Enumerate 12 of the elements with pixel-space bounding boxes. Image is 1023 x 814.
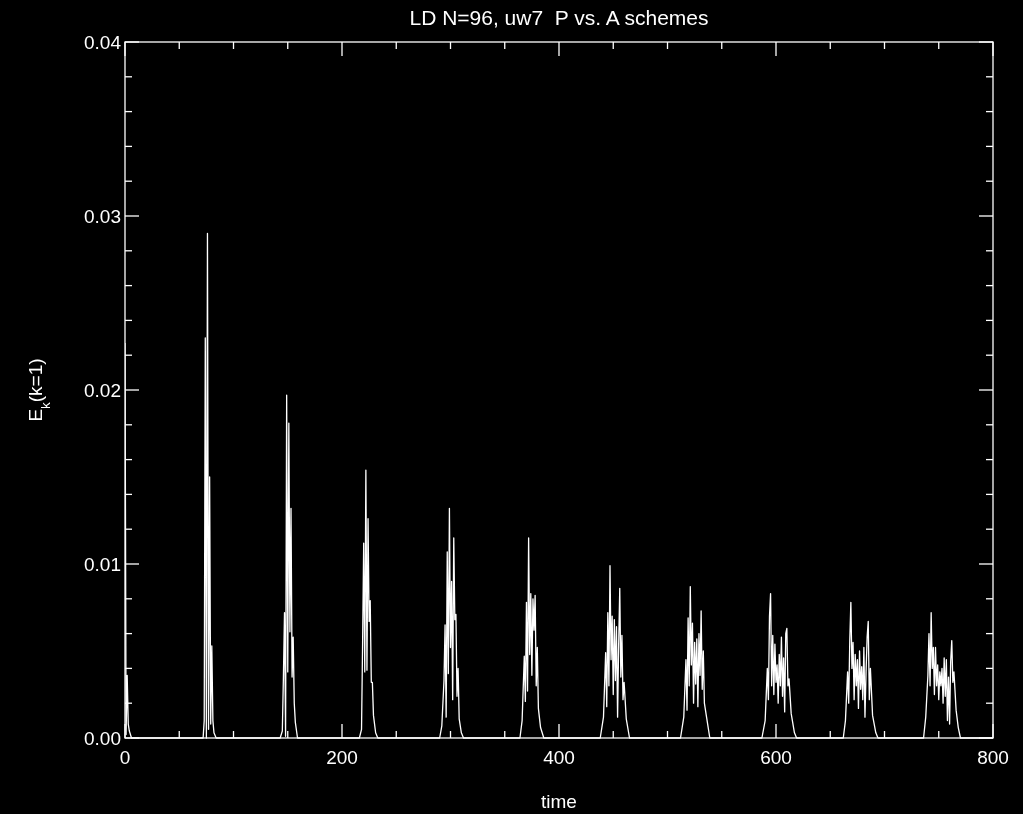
- x-tick-label: 800: [977, 747, 1009, 768]
- x-tick-label: 0: [119, 747, 131, 768]
- x-axis-title: time: [541, 791, 577, 812]
- y-tick-label: 0.04: [84, 32, 122, 53]
- x-tick-label: 400: [543, 747, 575, 768]
- x-tick-label: 200: [326, 747, 358, 768]
- y-tick-label: 0.02: [84, 380, 121, 401]
- y-tick-label: 0.00: [84, 728, 121, 749]
- y-tick-label: 0.01: [84, 554, 121, 575]
- x-tick-label: 600: [760, 747, 792, 768]
- chart-title: LD N=96, uw7 P vs. A schemes: [409, 6, 709, 29]
- y-tick-label: 0.03: [84, 206, 121, 227]
